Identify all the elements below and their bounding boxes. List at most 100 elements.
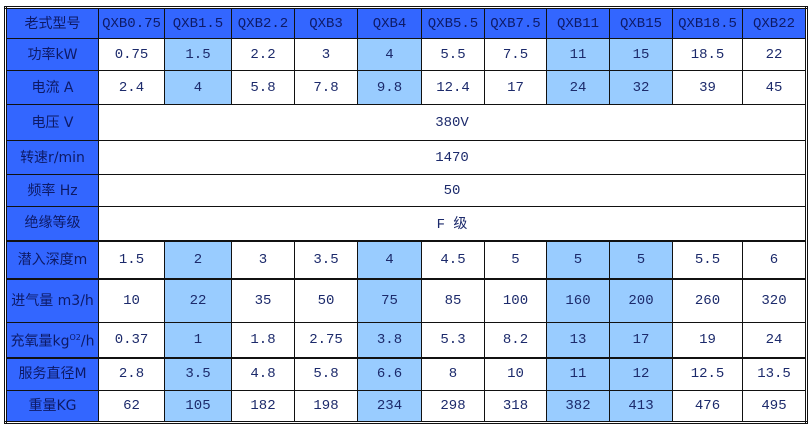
value-cell: 5.8 <box>231 70 295 105</box>
value-cell: 3 <box>294 38 358 71</box>
model-header: QXB11 <box>546 7 610 39</box>
row-label: 重量KG <box>5 390 99 423</box>
row-label: 绝缘等级 <box>5 206 99 241</box>
value-cell: 9.8 <box>357 70 422 105</box>
value-cell: 13.5 <box>742 356 807 391</box>
table-row: 电压 V 380V <box>5 104 807 141</box>
value-cell: 320 <box>742 277 807 323</box>
value-cell: 0.75 <box>98 38 165 71</box>
row-label: 电压 V <box>5 104 99 141</box>
model-header: QXB2.2 <box>231 7 295 39</box>
value-cell: 100 <box>484 277 547 323</box>
table-row: 转速r/min 1470 <box>5 140 807 175</box>
pump-spec-table: 老式型号 QXB0.75 QXB1.5 QXB2.2 QXB3 QXB4 QXB5.5 QXB… <box>4 6 808 424</box>
value-cell: 5.5 <box>672 239 743 279</box>
value-cell: 12.4 <box>421 70 485 105</box>
table-row: 重量KG 62 105 182 198 234 298 318 382 413 476 495 <box>5 390 807 423</box>
spanned-value: F 级 <box>98 206 807 241</box>
value-cell: 15 <box>609 38 673 71</box>
value-cell: 1 <box>164 322 232 358</box>
table-row: 频率 Hz 50 <box>5 174 807 207</box>
header-row: 老式型号 QXB0.75 QXB1.5 QXB2.2 QXB3 QXB4 QXB5.5 QXB… <box>5 7 807 39</box>
spanned-value: 1470 <box>98 140 807 175</box>
value-cell: 4 <box>357 239 422 279</box>
model-header: QXB1.5 <box>164 7 232 39</box>
value-cell: 12.5 <box>672 356 743 391</box>
model-header: QXB22 <box>742 7 807 39</box>
value-cell: 6.6 <box>357 356 422 391</box>
model-header: QXB18.5 <box>672 7 743 39</box>
value-cell: 35 <box>231 277 295 323</box>
value-cell: 200 <box>609 277 673 323</box>
value-cell: 5 <box>546 239 610 279</box>
header-label: 老式型号 <box>5 7 99 39</box>
model-header: QXB5.5 <box>421 7 485 39</box>
row-label: 充氧量kgO2/h <box>5 322 99 358</box>
value-cell: 3.8 <box>357 322 422 358</box>
value-cell: 160 <box>546 277 610 323</box>
value-cell: 32 <box>609 70 673 105</box>
model-header: QXB3 <box>294 7 358 39</box>
value-cell: 5.3 <box>421 322 485 358</box>
value-cell: 260 <box>672 277 743 323</box>
row-label: 转速r/min <box>5 140 99 175</box>
value-cell: 75 <box>357 277 422 323</box>
value-cell: 318 <box>484 390 547 423</box>
value-cell: 10 <box>98 277 165 323</box>
value-cell: 2.75 <box>294 322 358 358</box>
value-cell: 4 <box>164 70 232 105</box>
value-cell: 39 <box>672 70 743 105</box>
value-cell: 4 <box>357 38 422 71</box>
value-cell: 24 <box>546 70 610 105</box>
value-cell: 19 <box>672 322 743 358</box>
value-cell: 11 <box>546 38 610 71</box>
model-header: QXB15 <box>609 7 673 39</box>
table-row: 功率kW 0.75 1.5 2.2 3 4 5.5 7.5 11 15 18.5 22 <box>5 38 807 71</box>
value-cell: 7.5 <box>484 38 547 71</box>
value-cell: 18.5 <box>672 38 743 71</box>
value-cell: 4.8 <box>231 356 295 391</box>
value-cell: 8 <box>421 356 485 391</box>
row-label: 频率 Hz <box>5 174 99 207</box>
value-cell: 12 <box>609 356 673 391</box>
table-row: 潜入深度m 1.5 2 3 3.5 4 4.5 5 5 5 5.5 6 <box>5 239 807 279</box>
value-cell: 0.37 <box>98 322 165 358</box>
spanned-value: 50 <box>98 174 807 207</box>
value-cell: 17 <box>484 70 547 105</box>
value-cell: 3.5 <box>294 239 358 279</box>
value-cell: 62 <box>98 390 165 423</box>
value-cell: 45 <box>742 70 807 105</box>
value-cell: 2.8 <box>98 356 165 391</box>
row-label: 服务直径M <box>5 356 99 391</box>
value-cell: 5 <box>484 239 547 279</box>
value-cell: 1.5 <box>164 38 232 71</box>
value-cell: 50 <box>294 277 358 323</box>
row-label: 功率kW <box>5 38 99 71</box>
model-header: QXB7.5 <box>484 7 547 39</box>
value-cell: 298 <box>421 390 485 423</box>
value-cell: 22 <box>742 38 807 71</box>
value-cell: 8.2 <box>484 322 547 358</box>
value-cell: 413 <box>609 390 673 423</box>
value-cell: 2.2 <box>231 38 295 71</box>
value-cell: 476 <box>672 390 743 423</box>
row-label: 潜入深度m <box>5 239 99 279</box>
value-cell: 2.4 <box>98 70 165 105</box>
value-cell: 198 <box>294 390 358 423</box>
spanned-value: 380V <box>98 104 807 141</box>
value-cell: 1.8 <box>231 322 295 358</box>
value-cell: 17 <box>609 322 673 358</box>
value-cell: 2 <box>164 239 232 279</box>
value-cell: 382 <box>546 390 610 423</box>
value-cell: 85 <box>421 277 485 323</box>
value-cell: 6 <box>742 239 807 279</box>
value-cell: 11 <box>546 356 610 391</box>
model-header: QXB4 <box>357 7 422 39</box>
value-cell: 5.5 <box>421 38 485 71</box>
value-cell: 24 <box>742 322 807 358</box>
table-row: 绝缘等级 F 级 <box>5 206 807 241</box>
value-cell: 7.8 <box>294 70 358 105</box>
value-cell: 495 <box>742 390 807 423</box>
value-cell: 105 <box>164 390 232 423</box>
value-cell: 234 <box>357 390 422 423</box>
